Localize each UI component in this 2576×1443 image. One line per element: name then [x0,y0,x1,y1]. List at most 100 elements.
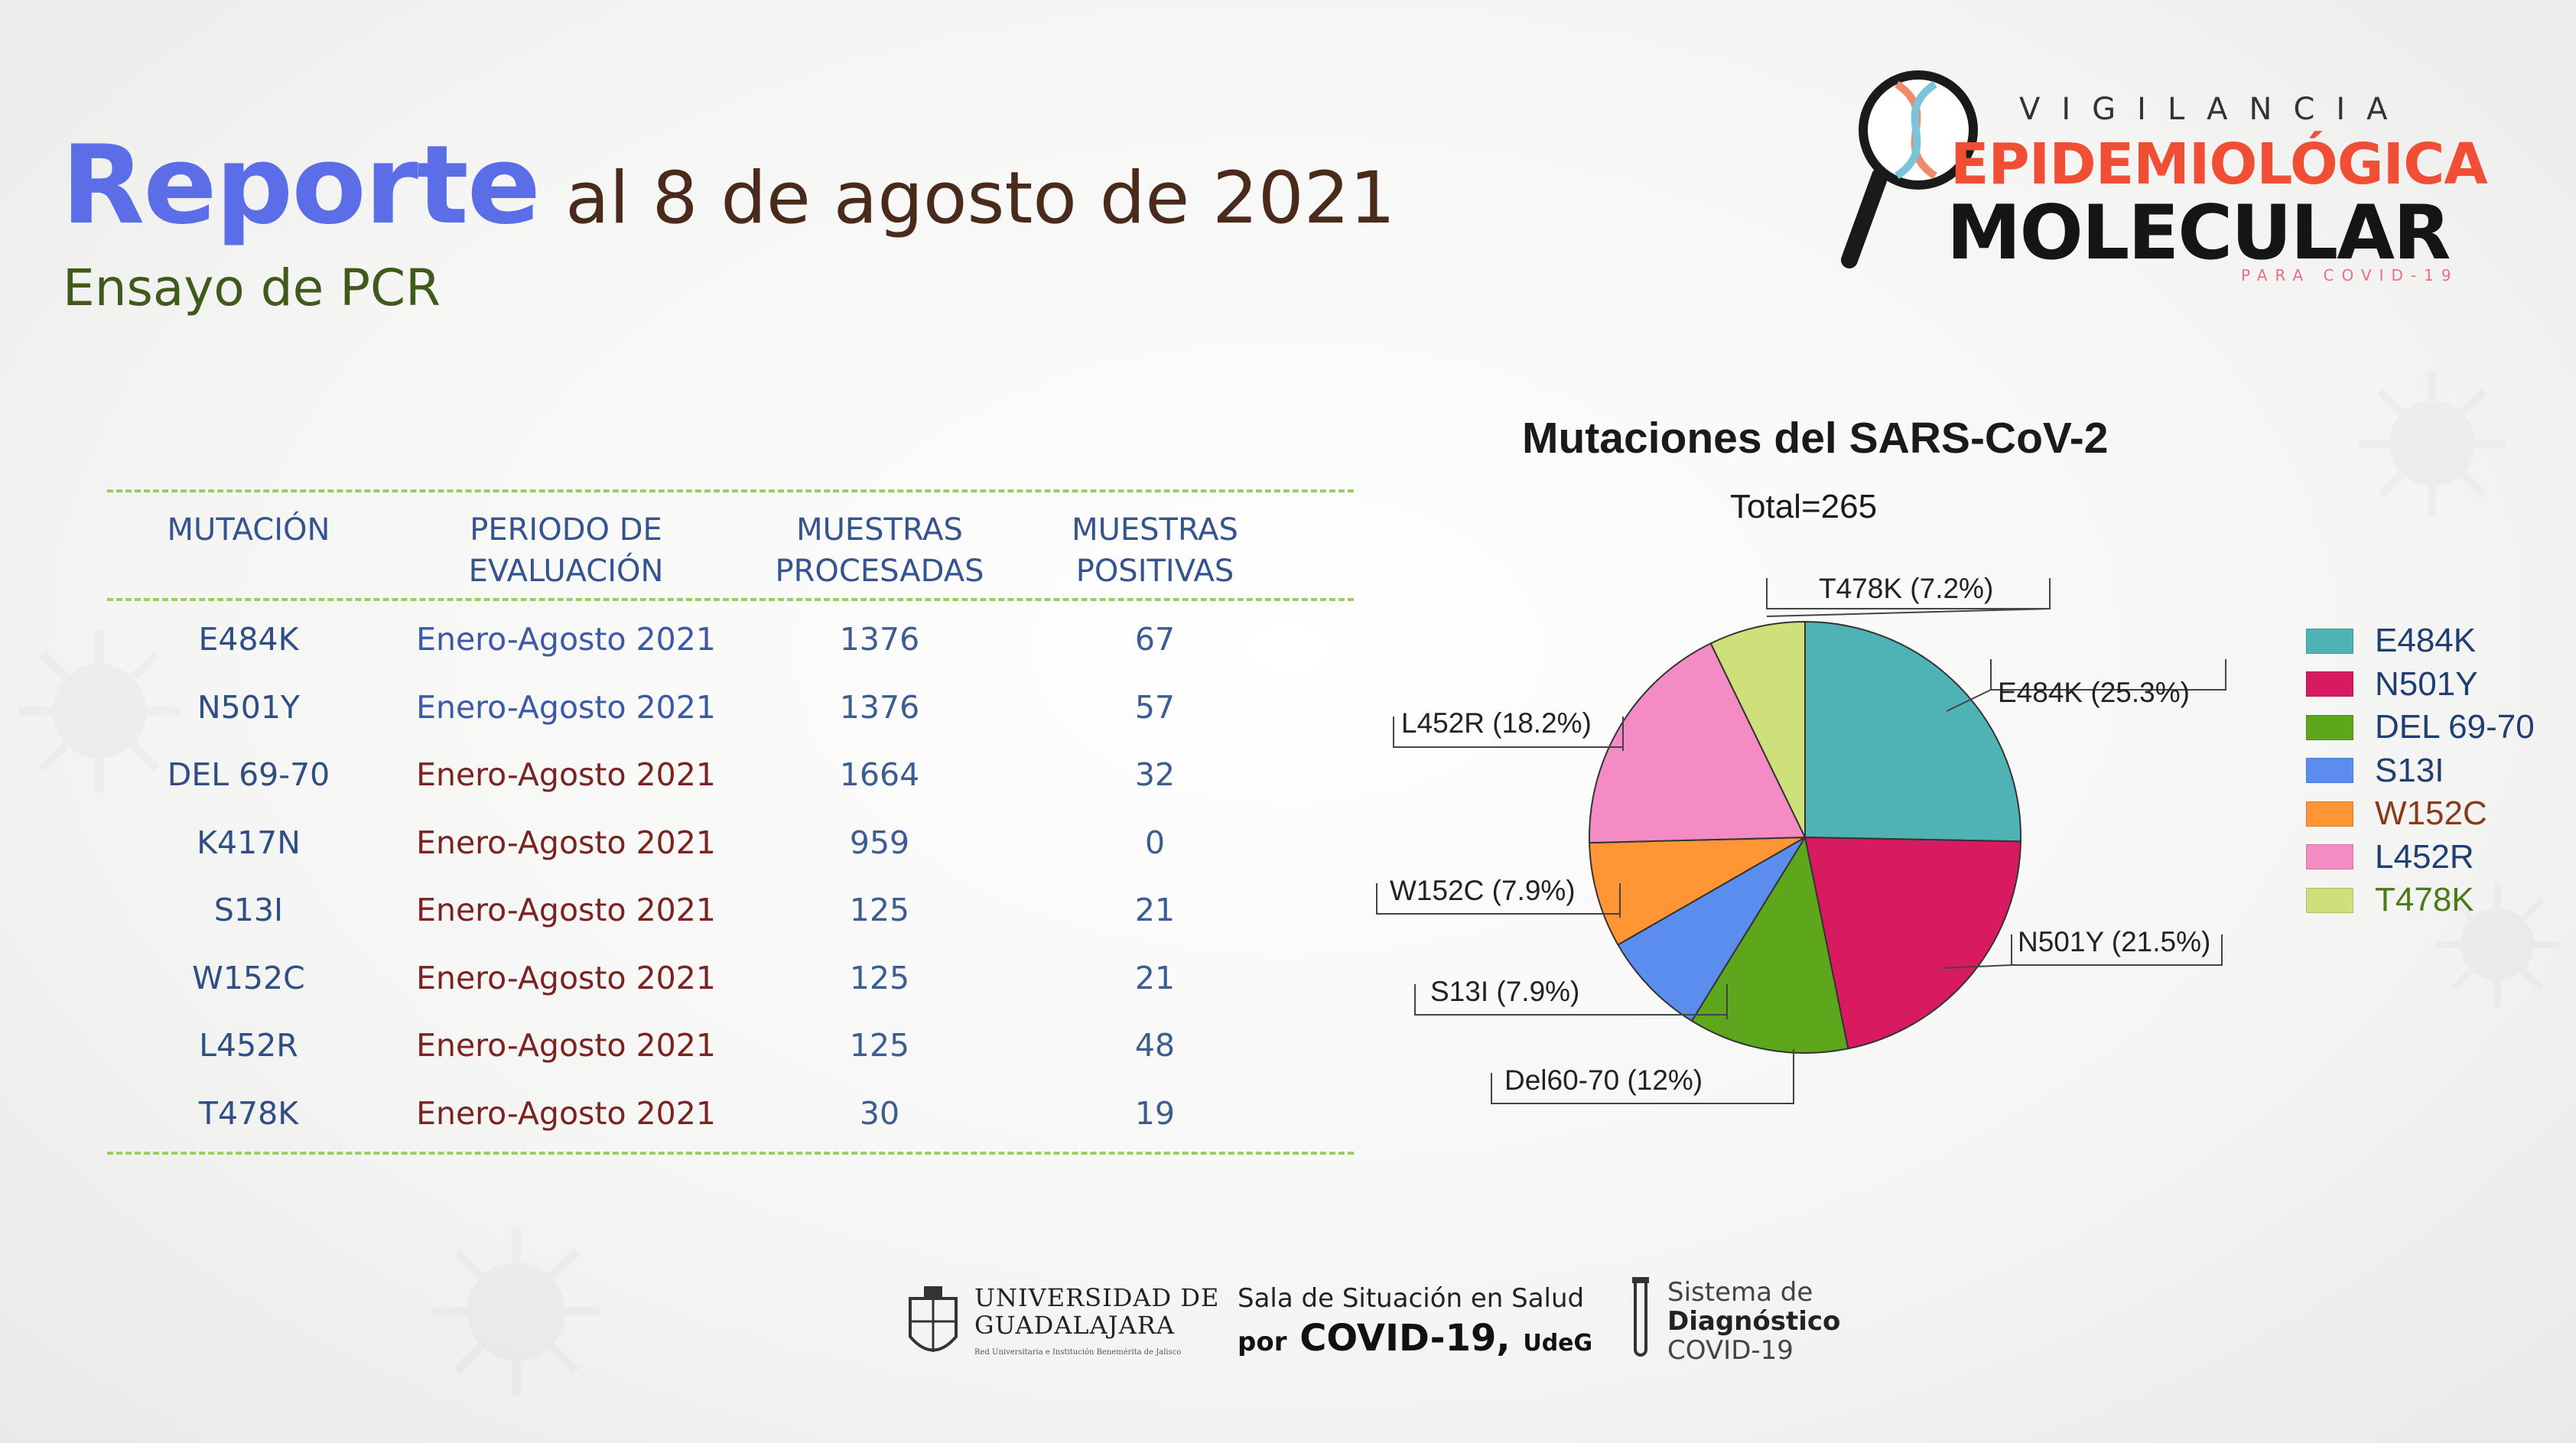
sala-comma: , [1496,1317,1511,1360]
pie-slice-s13i [1617,837,1806,1022]
cell-mutacion: T478K [198,1094,299,1132]
cell-positivas: 57 [1134,688,1176,726]
legend-item-e484k: E484K [2306,619,2535,663]
legend-label: L452R [2375,837,2474,876]
header-periodo-line2: EVALUACIÓN [468,554,664,589]
slice-label-text: W152C (7.9%) [1390,875,1576,906]
table-row: W152C Enero-Agosto 2021 125 21 [107,944,1354,1012]
header-positivas-line1: MUESTRAS [1072,512,1238,548]
pie-slice-del-69-70 [1690,835,1849,1054]
table-row: E484K Enero-Agosto 2021 1376 67 [107,606,1354,674]
legend-item-l452r: L452R [2306,836,2535,879]
header-mutacion-line1: MUTACIÓN [167,512,330,548]
cell-mutacion: E484K [198,621,299,658]
cell-mutacion: L452R [199,1027,298,1064]
table-header-row: MUTACIÓN PERIODO DE EVALUACIÓN MUESTRAS PR… [107,492,1354,598]
legend-label: S13I [2375,751,2444,789]
udg-line2: GUADALAJARA [974,1311,1175,1340]
slice-label-del-69-70: Del60-70 (12%) [1491,1049,1794,1104]
cell-procesadas: 125 [849,959,910,996]
cell-positivas: 32 [1134,756,1176,794]
cell-mutacion: K417N [197,824,301,861]
vigilancia-logo: VIGILANCIA EPIDEMIOLÓGICA MOLECULAR PARA… [1836,61,2488,298]
slice-label-text: L452R (18.2%) [1401,707,1592,739]
cell-procesadas: 30 [859,1094,900,1132]
cell-positivas: 67 [1134,621,1176,658]
sala-por: por [1238,1327,1287,1357]
header-mutacion: MUTACIÓN [107,509,390,551]
slice-label-text: E484K (25.3%) [1998,677,2190,708]
logo-line-molecular: MOLECULAR [1947,190,2451,277]
cell-mutacion: N501Y [197,688,300,726]
page-title: Reporte al 8 de agosto de 2021 [61,122,1395,249]
slice-label-l452r: L452R (18.2%) [1393,707,1624,751]
udg-logo: UNIVERSIDAD DE GUADALAJARA Red Universit… [903,1283,1219,1367]
chart-title: Mutaciones del SARS-CoV-2 [1522,414,2109,463]
udg-line1: UNIVERSIDAD DE [974,1283,1220,1312]
slice-label-t478k: T478K (7.2%) [1766,573,2051,617]
cell-periodo: Enero-Agosto 2021 [416,824,716,861]
table-top-divider [107,489,1354,492]
udg-subtitle: Red Universitaria e Institución Beneméri… [974,1348,1182,1357]
cell-positivas: 19 [1134,1094,1176,1132]
sis-line2: Diagnóstico [1667,1306,1841,1337]
sistema-diagnostico-logo: Sistema de Diagnóstico COVID-19 [1629,1276,1840,1367]
legend-item-s13i: S13I [2306,749,2535,793]
cell-procesadas: 125 [849,1027,910,1064]
pie-slice-l452r [1589,642,1807,844]
cell-periodo: Enero-Agosto 2021 [416,892,716,929]
legend-item-del-69-70: DEL 69-70 [2306,706,2535,749]
mutations-table: MUTACIÓN PERIODO DE EVALUACIÓN MUESTRAS PR… [107,489,1354,1155]
chart-legend: E484K N501Y DEL 69-70 S13I W152C L452R T478K [2306,619,2535,922]
cell-procesadas: 1664 [839,756,920,794]
pie-slice-n501y [1804,836,2021,1050]
slice-label-s13i: S13I (7.9%) [1414,976,1728,1019]
legend-swatch [2306,758,2353,784]
background-virus-decoration [2359,370,2506,517]
test-tube-icon [1632,1277,1649,1357]
title-highlight: Reporte [61,122,541,249]
cell-periodo: Enero-Agosto 2021 [416,1027,716,1064]
sala-udeg: UdeG [1523,1330,1593,1357]
slice-label-text: S13I (7.9%) [1430,976,1579,1007]
table-row: T478K Enero-Agosto 2021 30 19 [107,1080,1354,1148]
slice-label-w152c: W152C (7.9%) [1376,875,1621,918]
table-bottom-divider [107,1152,1354,1155]
udg-seal-icon [909,1286,958,1352]
sala-covid: COVID-19 [1299,1317,1497,1360]
legend-label: DEL 69-70 [2375,708,2535,746]
legend-label: W152C [2375,795,2487,833]
cell-procesadas: 1376 [839,621,920,658]
legend-label: E484K [2375,622,2477,660]
legend-swatch [2306,628,2353,654]
legend-swatch [2306,887,2353,913]
legend-swatch [2306,801,2353,827]
sala-line1: Sala de Situación en Salud [1238,1283,1585,1314]
slice-label-text: N501Y (21.5%) [2018,926,2210,957]
cell-mutacion: W152C [192,959,305,996]
slice-label-text: Del60-70 (12%) [1504,1064,1703,1096]
cell-positivas: 21 [1134,892,1176,929]
cell-positivas: 48 [1134,1027,1176,1064]
logo-line-epidemiologica: EPIDEMIOLÓGICA [1950,132,2488,197]
logo-line-para-covid: PARA COVID-19 [2241,266,2459,284]
legend-swatch [2306,844,2353,870]
header-periodo-line1: PERIODO DE [470,512,662,548]
cell-mutacion: DEL 69-70 [167,756,330,794]
cell-periodo: Enero-Agosto 2021 [416,959,716,996]
header-procesadas-line2: PROCESADAS [775,554,984,589]
legend-item-w152c: W152C [2306,792,2535,836]
slice-label-e484k: E484K (25.3%) [1946,659,2226,712]
legend-item-t478k: T478K [2306,879,2535,922]
table-header-divider [107,598,1354,601]
page-subtitle: Ensayo de PCR [63,258,441,317]
logo-line-vigilancia: VIGILANCIA [2019,92,2409,127]
magnifier-dna-icon [1841,70,1978,268]
cell-periodo: Enero-Agosto 2021 [416,688,716,726]
pie-slice-e484k [1804,620,2021,843]
sis-line3: COVID-19 [1667,1335,1794,1366]
table-row: S13I Enero-Agosto 2021 125 21 [107,876,1354,944]
background-virus-decoration [431,1227,601,1396]
header-positivas: MUESTRAS POSITIVAS [1017,509,1293,592]
